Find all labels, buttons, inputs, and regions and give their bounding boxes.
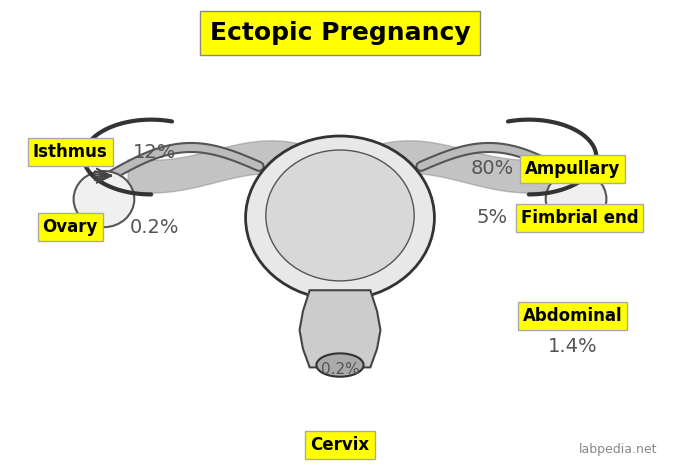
Text: 12%: 12% [133,143,176,162]
Text: labpedia.net: labpedia.net [579,443,657,456]
Text: Ampullary: Ampullary [525,160,620,178]
Text: Abdominal: Abdominal [523,307,622,325]
Ellipse shape [546,171,607,227]
Polygon shape [299,290,381,368]
Text: medizzy: medizzy [258,191,422,282]
Text: Cervix: Cervix [311,436,369,454]
Text: Ectopic Pregnancy: Ectopic Pregnancy [209,21,471,45]
Text: 5%: 5% [476,208,507,228]
Text: 1.4%: 1.4% [548,337,598,356]
Ellipse shape [73,171,134,227]
Text: Isthmus: Isthmus [33,143,107,161]
Ellipse shape [316,353,364,377]
Ellipse shape [266,150,414,281]
Text: Ovary: Ovary [43,218,98,236]
Text: Fimbrial end: Fimbrial end [521,209,639,227]
Text: 80%: 80% [470,159,513,178]
Text: 0.2%: 0.2% [321,362,359,377]
Ellipse shape [245,136,435,299]
Text: 0.2%: 0.2% [130,218,180,236]
